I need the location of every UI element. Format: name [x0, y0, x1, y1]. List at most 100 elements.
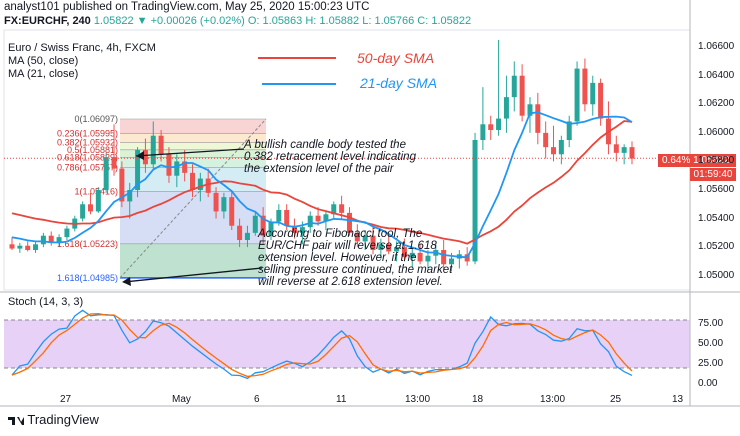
candle-body — [331, 204, 337, 215]
fib-label-1: 0.236(1.05995) — [57, 129, 118, 139]
sma21-label: 21-day SMA — [360, 75, 438, 91]
candle-body — [394, 247, 400, 252]
candle-body — [268, 221, 274, 236]
x-tick-label: 25 — [610, 394, 622, 405]
candle-body — [503, 97, 509, 119]
candle-body — [25, 245, 31, 250]
fib-label-2: 0.382(1.05932) — [57, 138, 118, 148]
symbol-values: 1.05822 ▼ +0.00026 (+0.02%) O: 1.05863 H… — [93, 15, 472, 27]
legend-ma21[interactable]: MA (21, close) — [8, 68, 79, 80]
sma21-line — [11, 111, 633, 259]
y-tick-label: 1.05600 — [698, 184, 735, 195]
candle-body — [213, 192, 219, 212]
y-tick-label: 1.06400 — [698, 69, 735, 81]
candle-body — [119, 168, 125, 202]
tradingview-text: TradingView — [27, 412, 99, 427]
sma50-line — [11, 120, 633, 245]
candle-body — [558, 140, 564, 155]
candle-body — [197, 178, 203, 190]
candle-body — [40, 235, 46, 245]
candle-body — [95, 190, 101, 212]
candle-body — [244, 232, 250, 240]
candle-body — [417, 252, 423, 262]
y-tick-label: 1.06000 — [698, 126, 735, 138]
candle-body — [252, 215, 258, 233]
candle-body — [339, 204, 345, 213]
candle-body — [346, 212, 352, 233]
candle-body — [56, 237, 62, 243]
candle-body — [480, 124, 486, 140]
y-tick-label: 1.06200 — [698, 98, 735, 110]
stoch-label[interactable]: Stoch (14, 3, 3) — [8, 296, 84, 308]
stoch-tick-label: 50.00 — [698, 338, 724, 349]
x-tick-label: 6 — [254, 394, 260, 405]
candle-body — [17, 245, 23, 249]
candle-body — [142, 150, 148, 165]
candle-body — [260, 215, 266, 236]
candle-body — [409, 252, 415, 258]
candle-body — [276, 210, 282, 222]
y-tick-label: 1.05800 — [698, 155, 735, 167]
candle-body — [362, 235, 368, 242]
candle-body — [64, 228, 70, 238]
x-tick-label: 11 — [336, 394, 347, 405]
x-tick-label: 13 — [672, 394, 684, 405]
fib-zone-7 — [120, 243, 266, 278]
candle-body — [150, 135, 156, 165]
x-tick-label: 18 — [472, 394, 484, 405]
candle-body — [237, 225, 243, 240]
y-tick-label: 1.05000 — [698, 269, 735, 281]
candle-body — [221, 197, 227, 212]
legend-ma50[interactable]: MA (50, close) — [8, 55, 79, 67]
candle-body — [511, 75, 517, 98]
y-tick-label: 1.05200 — [698, 241, 735, 253]
candle-body — [292, 225, 298, 233]
candle-body — [182, 161, 188, 173]
candle-body — [284, 210, 290, 226]
candle-body — [307, 215, 313, 228]
x-tick-label: May — [172, 394, 191, 405]
candle-body — [496, 118, 502, 130]
candle-body — [401, 247, 407, 258]
candle-body — [315, 215, 321, 222]
candle-body — [33, 244, 39, 250]
candle-body — [48, 235, 54, 243]
candle-body — [441, 250, 447, 265]
candle-body — [135, 150, 141, 190]
symbol-name[interactable]: FX:EURCHF, 240 — [4, 15, 91, 27]
x-tick-label: 13:00 — [405, 394, 431, 405]
candle-body — [205, 178, 211, 193]
fib-trendline — [119, 118, 267, 279]
annotation-arrow-1 — [135, 148, 245, 157]
candle-body — [566, 121, 572, 140]
stoch-d-line — [11, 313, 633, 378]
fib-label-7: 1.618(1.05223) — [57, 239, 118, 249]
tradingview-logo[interactable]: TradingView — [8, 412, 99, 427]
candle-body — [472, 140, 478, 262]
fib-label-5: 0.786(1.05757) — [57, 163, 118, 173]
candle-body — [323, 214, 329, 222]
candle-body — [535, 104, 541, 133]
candle-body — [551, 147, 557, 155]
candle-body — [378, 244, 384, 250]
fib-label-8: 1.618(1.04985) — [57, 273, 118, 283]
stoch-tick-label: 0.00 — [698, 378, 718, 389]
y-tick-label: 1.06600 — [698, 41, 735, 53]
countdown-label: 01:59:40 — [690, 168, 736, 181]
arrowhead-1 — [136, 151, 144, 160]
fib-zone-2 — [120, 142, 266, 150]
fib-zone-3 — [120, 149, 266, 158]
publisher-header: analyst101 published on TradingView.com,… — [4, 1, 370, 13]
candle-body — [582, 68, 588, 105]
x-tick-label: 27 — [60, 394, 72, 405]
annotation-fibonacci: According to Fibonacci tool, The EUR/CHF… — [258, 228, 453, 288]
candle-body — [519, 75, 525, 116]
stoch-band — [4, 320, 690, 368]
candle-body — [190, 172, 196, 190]
candle-body — [590, 82, 596, 105]
candle-body — [229, 197, 235, 226]
candle-body — [158, 135, 164, 155]
candle-body — [527, 104, 533, 116]
candle-body — [488, 124, 494, 130]
